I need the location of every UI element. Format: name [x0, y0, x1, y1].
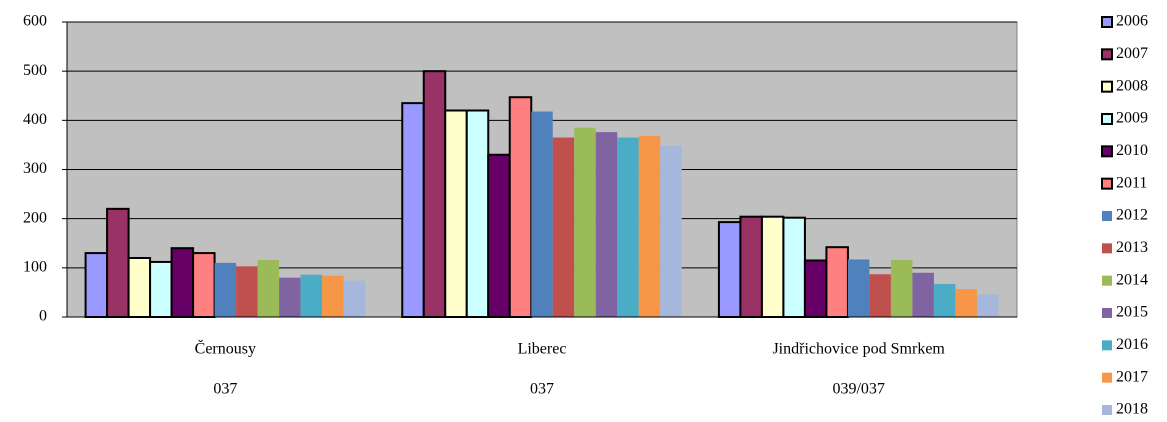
bar	[890, 259, 913, 317]
bar	[617, 137, 639, 317]
bar	[782, 216, 806, 318]
bar	[322, 275, 344, 317]
bar	[717, 221, 742, 319]
legend-label: 2011	[1116, 174, 1147, 191]
bar	[192, 252, 216, 318]
bar	[531, 111, 553, 317]
legend-swatch	[1102, 275, 1112, 286]
y-tick-label: 200	[23, 209, 47, 226]
bar	[84, 252, 109, 318]
bar	[106, 207, 130, 318]
legend-swatch	[1101, 48, 1113, 61]
legend-label: 2017	[1116, 368, 1148, 385]
bar	[574, 127, 596, 317]
bar	[955, 288, 977, 317]
bar	[660, 145, 682, 317]
legend-label: 2015	[1116, 304, 1148, 321]
bar	[508, 96, 533, 318]
y-tick-label: 300	[23, 160, 47, 177]
bar	[825, 246, 849, 318]
bar	[149, 260, 173, 318]
bar	[343, 280, 366, 317]
legend-swatch	[1102, 243, 1112, 254]
bar	[257, 259, 280, 317]
x-tick-label: Jindřichovice pod Smrkem	[772, 341, 945, 358]
bar	[595, 132, 618, 317]
bar	[300, 274, 323, 317]
legend-label: 2016	[1116, 336, 1148, 353]
bar	[170, 247, 195, 319]
legend-swatch	[1102, 340, 1112, 351]
x-tick-code: 037	[530, 381, 554, 398]
legend-label: 2009	[1116, 110, 1148, 127]
legend-swatch	[1101, 113, 1113, 125]
y-tick-label: 500	[23, 62, 47, 79]
y-tick-label: 100	[23, 259, 47, 276]
bar	[869, 274, 891, 317]
bar	[444, 109, 468, 318]
bar	[552, 137, 575, 317]
bar	[933, 284, 956, 317]
x-tick-code: 039/037	[832, 381, 884, 398]
bar	[760, 215, 785, 318]
legend-swatch	[1101, 145, 1113, 158]
legend-swatch	[1102, 372, 1112, 383]
bar	[487, 153, 511, 318]
bar	[465, 109, 490, 318]
legend-label: 2012	[1116, 207, 1148, 224]
bar	[638, 136, 661, 317]
x-tick-label: Černousy	[195, 339, 256, 358]
bar	[912, 272, 934, 317]
legend-label: 2010	[1116, 142, 1148, 159]
bar	[803, 259, 828, 319]
y-tick-label: 0	[39, 308, 47, 325]
legend-swatch	[1102, 405, 1112, 415]
bar	[847, 259, 870, 317]
legend-label: 2013	[1116, 239, 1148, 256]
legend-swatch	[1101, 80, 1113, 93]
legend-label: 2014	[1116, 271, 1148, 288]
legend-swatch	[1101, 16, 1113, 28]
y-tick-label: 600	[23, 13, 47, 30]
legend-label: 2006	[1116, 13, 1148, 30]
bar	[214, 262, 237, 317]
bar	[739, 215, 763, 318]
bar	[401, 102, 425, 318]
bar	[976, 294, 999, 317]
bar	[279, 277, 301, 317]
legend-swatch	[1102, 211, 1112, 221]
legend-label: 2007	[1116, 45, 1148, 62]
legend-swatch	[1102, 308, 1112, 318]
legend-label: 2018	[1116, 401, 1148, 418]
x-tick-label: Liberec	[518, 341, 567, 358]
bar	[236, 266, 258, 317]
x-tick-code: 037	[213, 381, 237, 398]
legend-label: 2008	[1116, 77, 1148, 94]
bar	[127, 257, 152, 318]
bar	[422, 70, 447, 318]
legend-swatch	[1101, 177, 1113, 190]
y-tick-label: 400	[23, 111, 47, 128]
